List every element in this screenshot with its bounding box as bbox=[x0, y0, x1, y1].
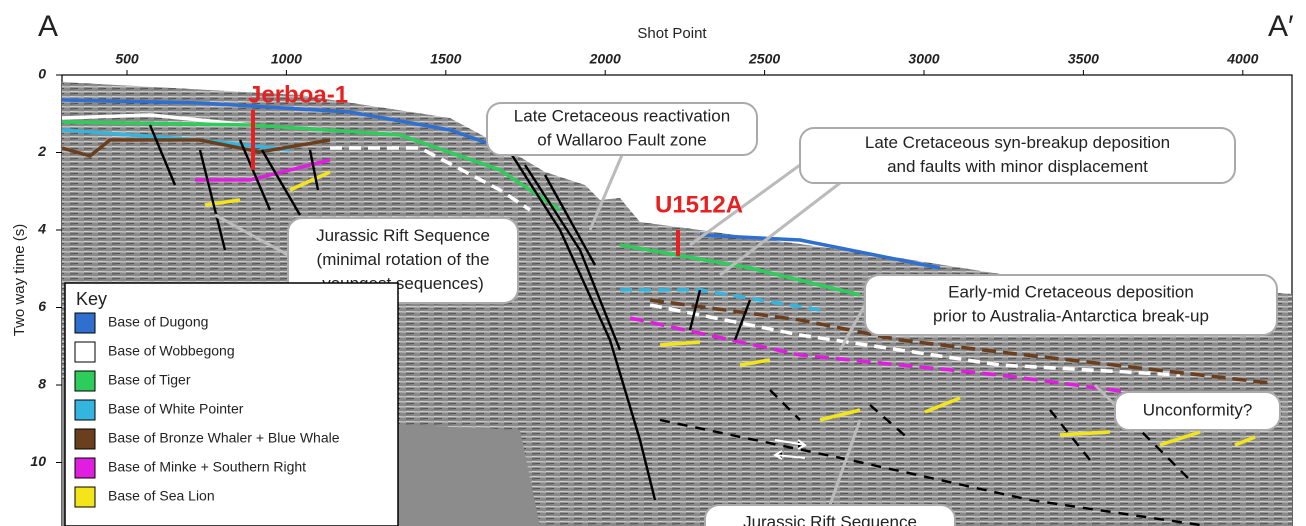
key-label: Base of Dugong bbox=[108, 314, 208, 330]
key-swatch bbox=[75, 342, 95, 362]
key-swatch bbox=[75, 371, 95, 391]
well-label: Jerboa-1 bbox=[248, 81, 348, 108]
callout-text: Jurassic Rift Sequence bbox=[743, 512, 917, 526]
key-label: Base of Bronze Whaler + Blue Whale bbox=[108, 430, 340, 446]
corner-label: A′ bbox=[1268, 10, 1294, 43]
callout-text: Late Cretaceous reactivation bbox=[514, 106, 730, 125]
callout-text: (minimal rotation of the bbox=[317, 250, 490, 269]
y-tick-label: 8 bbox=[38, 376, 46, 392]
key-title: Key bbox=[76, 289, 107, 309]
key-swatch bbox=[75, 458, 95, 478]
key-label: Base of Tiger bbox=[108, 372, 191, 388]
x-axis-label: Shot Point bbox=[637, 25, 707, 42]
y-tick-label: 6 bbox=[38, 298, 46, 314]
x-tick-label: 1000 bbox=[271, 51, 302, 67]
callout-text: Jurassic Rift Sequence bbox=[316, 226, 490, 245]
y-tick-label: 0 bbox=[38, 66, 46, 82]
key-label: Base of Wobbegong bbox=[108, 343, 235, 359]
y-axis-label: Two way time (s) bbox=[11, 224, 28, 337]
key-swatch bbox=[75, 487, 95, 507]
figure: A A′ Shot Point 500 1000 1500 2000 2500 3000 3500… bbox=[0, 0, 1306, 526]
y-tick-label: 2 bbox=[37, 143, 46, 159]
key-swatch bbox=[75, 313, 95, 333]
corner-label: A bbox=[38, 10, 58, 43]
x-tick-label: 2000 bbox=[589, 51, 621, 67]
callout-text: Unconformity? bbox=[1143, 400, 1253, 419]
page: {"corner_labels": {"left": "A", "right":… bbox=[0, 0, 1306, 526]
x-tick-label: 4000 bbox=[1226, 51, 1258, 67]
x-tick-label: 500 bbox=[115, 51, 139, 67]
key-swatch bbox=[75, 400, 95, 420]
x-tick-label: 3500 bbox=[1068, 51, 1099, 67]
y-tick-label: 10 bbox=[30, 453, 46, 469]
callout-text: and faults with minor displacement bbox=[887, 157, 1148, 176]
y-tick-label: 4 bbox=[37, 221, 46, 237]
well-label: U1512A bbox=[655, 191, 743, 218]
callout-text: Early-mid Cretaceous deposition bbox=[948, 282, 1194, 301]
callout-text: Late Cretaceous syn-breakup deposition bbox=[865, 133, 1170, 152]
x-tick-label: 3000 bbox=[908, 51, 939, 67]
key-swatch bbox=[75, 429, 95, 449]
callout-text: prior to Australia-Antarctica break-up bbox=[933, 306, 1209, 325]
key-label: Base of Sea Lion bbox=[108, 488, 215, 504]
callout-text: of Wallaroo Fault zone bbox=[537, 130, 706, 149]
x-tick-label: 1500 bbox=[430, 51, 461, 67]
key-label: Base of Minke + Southern Right bbox=[108, 459, 306, 475]
x-tick-label: 2500 bbox=[748, 51, 780, 67]
key-label: Base of White Pointer bbox=[108, 401, 244, 417]
